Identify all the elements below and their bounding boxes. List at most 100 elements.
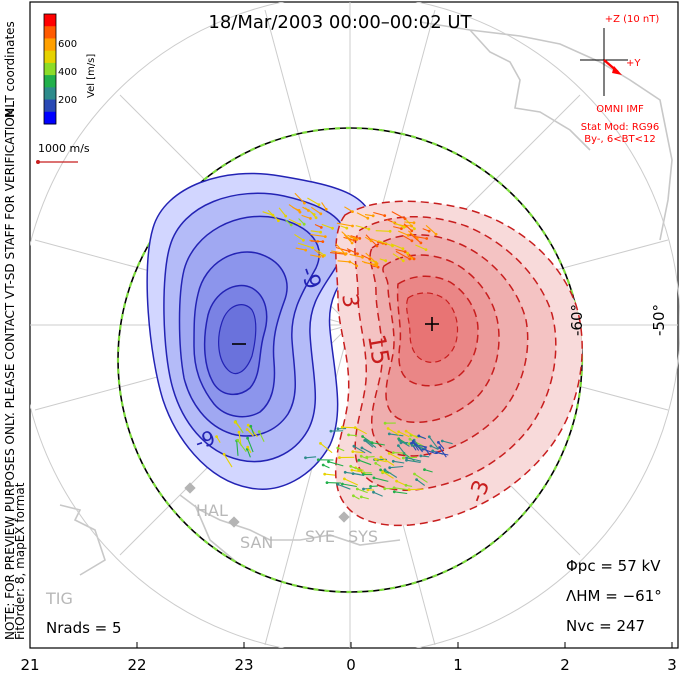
contour-label-3: 3 bbox=[336, 292, 363, 310]
velocity-vector-origin bbox=[304, 456, 307, 460]
velocity-vector bbox=[373, 491, 383, 497]
fit-order-note: FitOrder: 8, mapEX format bbox=[13, 482, 27, 640]
velocity-vector-origin bbox=[415, 478, 418, 481]
velocity-vector bbox=[415, 244, 427, 251]
mlt-tick-label: 2 bbox=[560, 656, 570, 674]
velocity-vector bbox=[258, 431, 265, 443]
dusk-cell bbox=[146, 172, 373, 490]
velocity-vector-origin bbox=[359, 454, 363, 458]
velocity-vector-origin bbox=[298, 223, 302, 226]
preview-note: NOTE: FOR PREVIEW PURPOSES ONLY. PLEASE … bbox=[3, 104, 17, 640]
velocity-vector-origin bbox=[215, 435, 219, 438]
velocity-vector bbox=[313, 249, 324, 257]
velocity-vector-origin bbox=[351, 224, 354, 228]
imf-clock bbox=[580, 28, 628, 96]
velocity-vector bbox=[387, 428, 400, 436]
velocity-vector-origin bbox=[404, 483, 408, 487]
station-label-sye: SYE bbox=[305, 527, 335, 546]
velocity-vector bbox=[416, 479, 426, 486]
velocity-vector bbox=[234, 421, 242, 430]
velocity-vector-origin bbox=[327, 460, 330, 464]
velocity-vector bbox=[361, 254, 371, 260]
velocity-vector bbox=[364, 439, 374, 448]
velocity-vector bbox=[246, 429, 254, 437]
velocity-vector-origin bbox=[314, 216, 318, 220]
velocity-vector-origin bbox=[352, 494, 355, 498]
velocity-vector-origin bbox=[355, 264, 359, 268]
velocity-vector-origin bbox=[375, 264, 378, 268]
velocity-vector-origin bbox=[362, 487, 365, 491]
velocity-vector-origin bbox=[410, 239, 414, 243]
contour-label-4: 15 bbox=[362, 332, 395, 367]
velocity-vector bbox=[414, 235, 427, 240]
velocity-vector-origin bbox=[381, 470, 385, 474]
velocity-vector-origin bbox=[353, 236, 356, 240]
velocity-vector-origin bbox=[319, 230, 322, 234]
velocity-vector-origin bbox=[246, 445, 250, 449]
velocity-vector-origin bbox=[387, 432, 391, 436]
velocity-vector-origin bbox=[222, 452, 226, 456]
velocity-vector-origin bbox=[412, 221, 416, 225]
velocity-vector bbox=[361, 447, 372, 454]
velocity-vector bbox=[420, 455, 430, 458]
velocity-vector-origin bbox=[395, 479, 398, 483]
velocity-vector bbox=[403, 223, 413, 232]
velocity-vector bbox=[409, 233, 422, 244]
velocity-vector bbox=[353, 445, 366, 454]
velocity-vector bbox=[380, 469, 390, 474]
reference-vector-label: 1000 m/s bbox=[38, 142, 90, 155]
velocity-vector bbox=[344, 478, 359, 486]
velocity-vector bbox=[389, 465, 404, 469]
velocity-vector-origin bbox=[387, 452, 391, 455]
velocity-color-scale bbox=[43, 13, 57, 125]
station-label-tig: TIG bbox=[45, 589, 73, 608]
mlt-tick-label: 21 bbox=[20, 656, 39, 674]
velocity-vector-origin bbox=[246, 423, 250, 427]
velocity-vector bbox=[310, 230, 321, 233]
velocity-vector bbox=[390, 243, 404, 250]
map-title: 18/Mar/2003 00:00–00:02 UT bbox=[208, 12, 472, 33]
velocity-vector bbox=[380, 456, 395, 466]
velocity-vector-origin bbox=[319, 442, 322, 445]
station-marker-san bbox=[228, 516, 240, 528]
velocity-vector bbox=[267, 209, 279, 222]
velocity-vector-origin bbox=[398, 438, 401, 442]
velocity-vector-origin bbox=[383, 487, 387, 491]
imf-y-label: +Y bbox=[626, 58, 641, 69]
velocity-vector-origin bbox=[383, 421, 387, 425]
velocity-vector-origin bbox=[350, 468, 354, 472]
velocity-vector bbox=[344, 206, 353, 213]
velocity-vector bbox=[310, 240, 323, 243]
velocity-vector-origin bbox=[372, 476, 376, 480]
velocity-vector-origin bbox=[397, 430, 401, 434]
velocity-vector-origin bbox=[427, 229, 431, 233]
station-marker-hal bbox=[184, 482, 196, 494]
velocity-vector-origin bbox=[331, 226, 334, 230]
velocity-vector bbox=[355, 225, 370, 230]
velocity-vector-origin bbox=[309, 217, 312, 220]
velocity-vector bbox=[424, 469, 433, 473]
velocity-vector-origin bbox=[391, 459, 395, 463]
velocity-vector bbox=[349, 253, 363, 258]
velocity-vector bbox=[409, 488, 424, 491]
velocity-vector bbox=[237, 439, 247, 453]
color-scale-swatch bbox=[44, 87, 56, 101]
velocity-vector bbox=[294, 233, 304, 241]
velocity-vector-origin bbox=[408, 437, 412, 441]
mlt-tick-label: 0 bbox=[346, 656, 356, 674]
station-label-san: SAN bbox=[240, 533, 273, 552]
color-scale-swatch bbox=[44, 50, 56, 64]
velocity-vector bbox=[394, 487, 408, 491]
velocity-vector-origin bbox=[321, 255, 325, 258]
velocity-vector-origin bbox=[351, 472, 355, 475]
velocity-vector bbox=[355, 427, 367, 435]
velocity-vector-origin bbox=[419, 454, 423, 458]
velocity-vector-origin bbox=[410, 224, 413, 228]
color-scale-swatch bbox=[44, 75, 56, 88]
velocity-vector bbox=[407, 252, 415, 260]
latitude-label-50: -50° bbox=[650, 304, 668, 336]
velocity-vector bbox=[262, 211, 274, 216]
stat-n-vc: Nvc = 247 bbox=[566, 617, 645, 635]
velocity-vector bbox=[247, 437, 254, 453]
